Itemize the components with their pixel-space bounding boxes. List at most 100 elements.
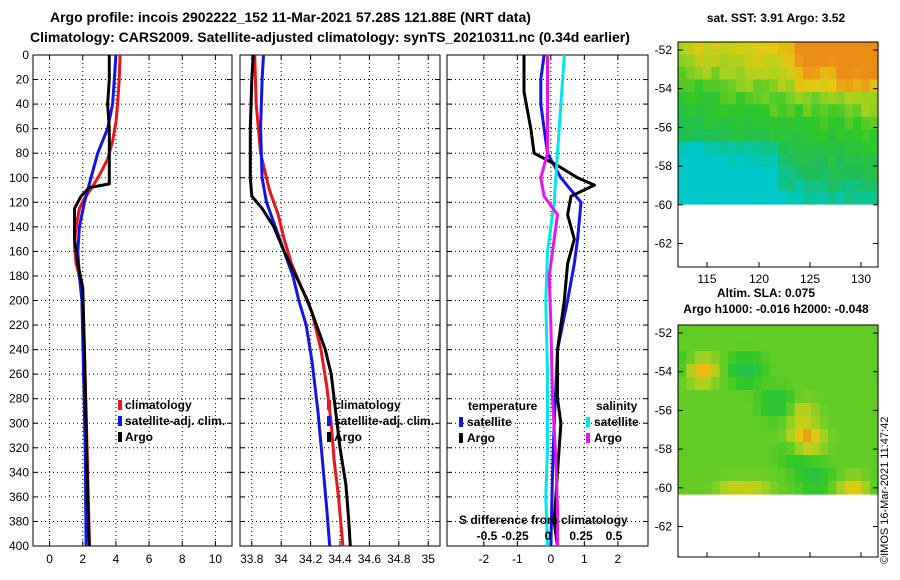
sst-map-cell [678, 91, 687, 105]
sst-map-cell [761, 141, 771, 155]
sla-map-cell [853, 468, 862, 482]
sla-map-cell [794, 442, 804, 456]
sst-map-cell [803, 116, 812, 130]
sst-map-cell [844, 141, 854, 155]
sla-map-cell [836, 455, 846, 469]
sla-map-cell [786, 481, 796, 495]
sla-map-cell [769, 481, 779, 495]
sst-map-cell [769, 42, 779, 56]
y-tick-label: 140 [9, 220, 29, 234]
sst-map-cell [736, 166, 746, 180]
sla-map-y-tick-label: -58 [655, 442, 673, 456]
sst-map-cell [853, 91, 862, 105]
sst-map-cell [711, 129, 721, 143]
sst-map-cell [803, 66, 812, 80]
sla-map-cell [678, 338, 687, 352]
sla-map-cell [711, 338, 721, 352]
sla-map-cell [694, 325, 704, 339]
sst-map-cell [753, 154, 762, 168]
sla-map-cell [794, 338, 804, 352]
sst-map-cell [836, 104, 846, 118]
sst-map-cell [744, 54, 754, 68]
sst-map-cell [711, 116, 721, 130]
sst-map-cell [753, 166, 762, 180]
sst-map-cell [786, 66, 796, 80]
sla-map-cell [869, 377, 879, 391]
sla-map-cell [719, 429, 729, 443]
sla-map-cell [861, 377, 871, 391]
sla-map-cell [761, 403, 771, 417]
sst-map-cell [794, 66, 804, 80]
legend-label: climatology [334, 398, 401, 412]
sst-map-cell [711, 141, 721, 155]
x-tick-label: 2 [79, 552, 86, 566]
sst-map-cell [753, 141, 762, 155]
sla-map-cell [803, 325, 812, 339]
sla-map-cell [686, 390, 696, 404]
sst-map-cell [736, 179, 746, 193]
sst-map-cell [778, 91, 787, 105]
sst-map-cell [736, 42, 746, 56]
sst-map-y-tick-label: -60 [655, 198, 673, 212]
sla-map-cell [811, 325, 821, 339]
sla-map-cell [711, 377, 721, 391]
sst-map-cell [786, 91, 796, 105]
sst-map-cell [769, 79, 779, 93]
sst-map-cell [844, 54, 854, 68]
sst-map-cell [719, 91, 729, 105]
legend-swatch [459, 433, 463, 443]
sst-map-cell [678, 66, 687, 80]
sla-map-cell [703, 468, 712, 482]
sla-map-cell [736, 403, 746, 417]
sst-map-cell [844, 129, 854, 143]
sla-map-cell [744, 377, 754, 391]
y-tick-label: 320 [9, 441, 29, 455]
sst-map-cell [836, 154, 846, 168]
sst-map-cell [853, 79, 862, 93]
sla-map-cell [728, 416, 737, 430]
sst-map-cell [828, 141, 837, 155]
y-tick-label: 400 [9, 539, 29, 553]
sst-map-cell [678, 191, 687, 205]
sst-map-cell [744, 154, 754, 168]
sst-map-cell [869, 116, 879, 130]
sla-map-cell [736, 390, 746, 404]
sla-map-cell [711, 403, 721, 417]
sst-map-cell [736, 116, 746, 130]
sla-map-cell [703, 403, 712, 417]
sla-map-cell [819, 416, 829, 430]
sst-map-cell [753, 66, 762, 80]
sst-map-cell [703, 79, 712, 93]
sst-map-cell [736, 66, 746, 80]
sst-map-cell [819, 66, 829, 80]
sla-map-cell [736, 442, 746, 456]
sla-map-cell [786, 442, 796, 456]
sst-map-cell [836, 179, 846, 193]
sst-map-cell [844, 116, 854, 130]
sst-map-cell [786, 54, 796, 68]
sst-map-cell [678, 42, 687, 56]
sst-map-cell [828, 179, 837, 193]
sla-map-cell [753, 481, 762, 495]
y-tick-label: 120 [9, 195, 29, 209]
sla-map-cell [861, 403, 871, 417]
sst-map-cell [703, 141, 712, 155]
sst-map-cell [869, 42, 879, 56]
sst-map-cell [861, 154, 871, 168]
sst-map-cell [686, 129, 696, 143]
sla-map-cell [736, 364, 746, 378]
sst-map-cell [861, 191, 871, 205]
sla-map-cell [753, 468, 762, 482]
sla-map-cell [836, 338, 846, 352]
sla-map-cell [719, 338, 729, 352]
sla-map-cell [769, 403, 779, 417]
sst-map-cell [844, 191, 854, 205]
sst-map-cell [703, 166, 712, 180]
sst-map-cell [678, 79, 687, 93]
sla-map-cell [844, 377, 854, 391]
sst-map-cell [744, 42, 754, 56]
sla-map-cell [778, 455, 787, 469]
sst-map-cell [711, 66, 721, 80]
sst-map-cell [711, 42, 721, 56]
sla-map-cell [753, 390, 762, 404]
